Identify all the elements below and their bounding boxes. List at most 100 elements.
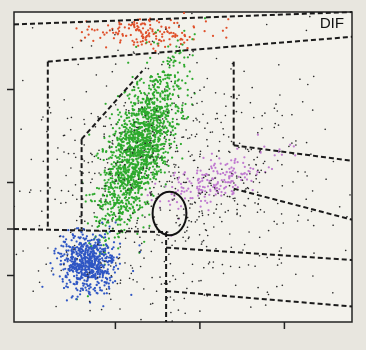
data-point bbox=[146, 167, 148, 170]
data-point bbox=[297, 170, 299, 173]
data-point bbox=[176, 79, 179, 82]
data-point bbox=[100, 208, 103, 210]
data-point bbox=[122, 170, 125, 173]
data-point bbox=[63, 99, 65, 101]
data-point bbox=[110, 145, 113, 149]
data-point bbox=[255, 164, 258, 166]
data-point bbox=[225, 26, 228, 29]
data-point bbox=[105, 150, 108, 154]
data-point bbox=[184, 82, 187, 85]
data-point bbox=[122, 140, 125, 143]
data-point bbox=[69, 281, 72, 284]
data-point bbox=[153, 79, 156, 82]
data-point bbox=[159, 111, 162, 114]
data-point bbox=[151, 171, 155, 174]
data-point bbox=[225, 171, 228, 174]
data-point bbox=[182, 102, 184, 104]
data-point bbox=[163, 97, 166, 100]
data-point bbox=[130, 172, 133, 176]
data-point bbox=[117, 199, 120, 202]
data-point bbox=[173, 140, 176, 143]
data-point bbox=[81, 259, 84, 262]
data-point bbox=[167, 73, 170, 76]
data-point bbox=[173, 75, 177, 79]
data-point bbox=[183, 171, 186, 174]
data-point bbox=[68, 279, 71, 282]
data-point bbox=[186, 47, 189, 50]
data-point bbox=[171, 181, 173, 183]
data-point bbox=[145, 165, 148, 168]
data-point bbox=[136, 141, 139, 144]
data-point bbox=[76, 198, 78, 201]
data-point bbox=[97, 156, 100, 160]
data-point bbox=[114, 104, 117, 106]
data-point bbox=[132, 172, 135, 176]
data-point bbox=[133, 133, 136, 136]
data-point bbox=[197, 166, 199, 169]
data-point bbox=[95, 154, 98, 157]
data-point bbox=[89, 309, 91, 312]
data-point bbox=[199, 89, 201, 91]
data-point bbox=[100, 262, 102, 264]
data-point bbox=[187, 237, 190, 240]
data-point bbox=[119, 154, 122, 157]
data-point bbox=[49, 187, 51, 189]
data-point bbox=[238, 142, 241, 145]
data-point bbox=[71, 295, 74, 298]
data-point bbox=[258, 151, 261, 153]
data-point bbox=[150, 161, 153, 164]
data-point bbox=[105, 85, 108, 87]
data-point bbox=[231, 169, 234, 172]
data-point bbox=[127, 196, 131, 200]
data-point bbox=[214, 92, 217, 94]
data-point bbox=[170, 31, 173, 34]
data-point bbox=[196, 61, 198, 64]
data-point bbox=[125, 169, 128, 172]
data-point bbox=[177, 309, 180, 311]
data-point bbox=[218, 157, 221, 160]
data-point bbox=[71, 255, 74, 258]
data-point bbox=[60, 263, 63, 266]
data-point bbox=[223, 193, 225, 196]
data-point bbox=[83, 256, 86, 259]
data-point bbox=[189, 207, 191, 209]
data-point bbox=[161, 161, 165, 165]
data-point bbox=[86, 222, 89, 225]
data-point bbox=[90, 152, 92, 155]
data-point bbox=[122, 166, 125, 169]
data-point bbox=[154, 31, 157, 34]
data-point bbox=[277, 124, 280, 126]
data-point bbox=[148, 162, 151, 165]
data-point bbox=[84, 286, 87, 289]
data-point bbox=[83, 242, 86, 246]
data-point bbox=[263, 145, 266, 148]
data-point bbox=[91, 246, 94, 250]
data-point bbox=[180, 107, 184, 110]
data-point bbox=[168, 171, 170, 173]
data-point bbox=[119, 144, 122, 147]
data-point bbox=[161, 143, 164, 146]
data-point bbox=[276, 159, 279, 162]
data-point bbox=[132, 51, 135, 53]
data-point bbox=[153, 175, 156, 178]
data-point bbox=[264, 171, 267, 174]
data-point bbox=[173, 198, 175, 200]
data-point bbox=[135, 45, 138, 49]
data-point bbox=[125, 127, 128, 130]
data-point bbox=[153, 186, 155, 189]
data-point bbox=[159, 168, 162, 171]
data-point bbox=[140, 110, 144, 113]
data-point bbox=[83, 123, 86, 125]
data-point bbox=[243, 204, 245, 207]
data-point bbox=[86, 249, 89, 252]
data-point bbox=[111, 127, 114, 130]
data-point bbox=[183, 33, 186, 37]
data-point bbox=[112, 165, 115, 168]
data-point bbox=[105, 116, 107, 118]
data-point bbox=[165, 126, 168, 130]
data-point bbox=[168, 64, 171, 66]
data-point bbox=[163, 171, 166, 174]
data-point bbox=[137, 44, 140, 47]
data-point bbox=[129, 162, 133, 165]
data-point bbox=[186, 226, 189, 228]
